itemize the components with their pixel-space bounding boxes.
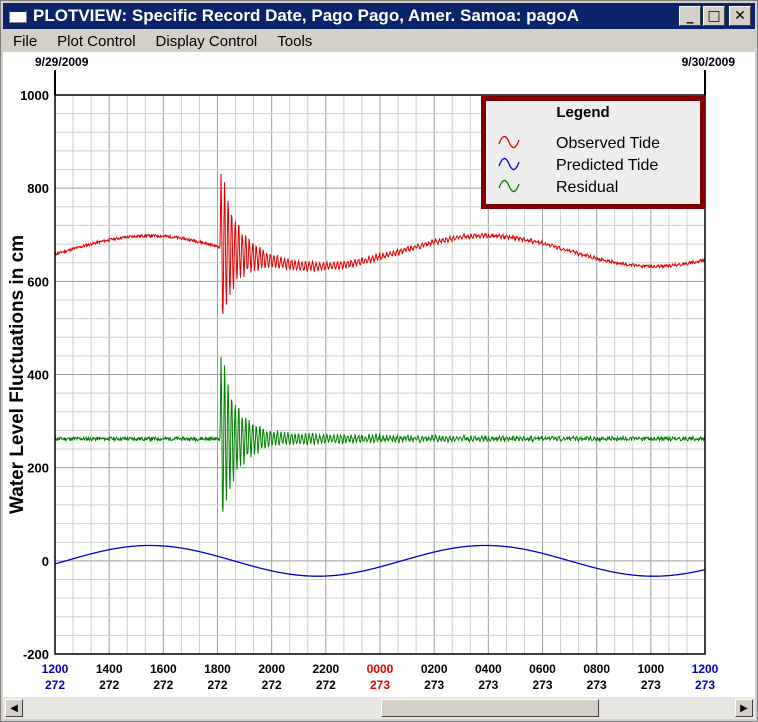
menu-plot-control[interactable]: Plot Control bbox=[57, 32, 136, 50]
y-tick-label: 0 bbox=[42, 554, 49, 569]
x-tick-day: 273 bbox=[695, 678, 715, 692]
x-tick-time: 1000 bbox=[637, 662, 664, 676]
y-axis-label: Water Level Fluctuations in cm bbox=[7, 235, 28, 514]
x-tick-day: 273 bbox=[532, 678, 552, 692]
x-tick-day: 272 bbox=[99, 678, 119, 692]
x-tick-time: 0600 bbox=[529, 662, 556, 676]
legend-item-label: Predicted Tide bbox=[556, 157, 658, 174]
series-observed-tide bbox=[54, 173, 706, 315]
x-tick-time: 2200 bbox=[312, 662, 339, 676]
y-tick-label: 400 bbox=[27, 368, 49, 383]
plot-frame bbox=[54, 94, 706, 655]
x-tick-time: 2000 bbox=[258, 662, 285, 676]
x-tick-day: 273 bbox=[370, 678, 390, 692]
x-tick-time: 1600 bbox=[150, 662, 177, 676]
legend-item-label: Residual bbox=[556, 179, 618, 196]
minimize-button[interactable]: _ bbox=[679, 6, 701, 26]
plot-area[interactable]: 1000 800 600 400 200 0 -200 Water Level Fluctua… bbox=[3, 52, 755, 697]
close-button[interactable]: ✕ bbox=[729, 6, 751, 26]
horizontal-scrollbar[interactable]: ◀ ▶ bbox=[3, 697, 755, 719]
x-tick-day: 273 bbox=[478, 678, 498, 692]
x-tick-day: 273 bbox=[587, 678, 607, 692]
legend-swatch bbox=[498, 135, 520, 149]
end-date-label: 9/30/2009 bbox=[682, 55, 736, 69]
scroll-thumb[interactable] bbox=[381, 699, 599, 717]
window-title: PLOTVIEW: Specific Record Date, Pago Pag… bbox=[33, 6, 580, 25]
menu-bar: File Plot Control Display Control Tools bbox=[3, 30, 755, 52]
x-tick-time: 0400 bbox=[475, 662, 502, 676]
legend-swatch bbox=[498, 179, 520, 193]
title-bar[interactable]: PLOTVIEW: Specific Record Date, Pago Pag… bbox=[3, 3, 755, 29]
legend-swatch bbox=[498, 157, 520, 171]
chart-legend: Legend Observed Tide Predicted Tide Residua… bbox=[481, 96, 705, 209]
legend-item-label: Observed Tide bbox=[556, 135, 660, 152]
menu-file[interactable]: File bbox=[13, 32, 38, 50]
x-tick-day: 273 bbox=[641, 678, 661, 692]
y-tick-label: 200 bbox=[27, 461, 49, 476]
legend-title: Legend bbox=[556, 104, 609, 121]
y-tick-label: 1000 bbox=[20, 88, 49, 103]
x-tick-time: 1200 bbox=[692, 662, 719, 676]
x-tick-time: 1200 bbox=[42, 662, 69, 676]
x-tick-day: 272 bbox=[45, 678, 65, 692]
x-tick-day: 272 bbox=[153, 678, 173, 692]
x-tick-day: 273 bbox=[424, 678, 444, 692]
y-tick-label: 600 bbox=[27, 274, 49, 289]
x-tick-time: 1400 bbox=[96, 662, 123, 676]
x-tick-time: 0800 bbox=[583, 662, 610, 676]
x-tick-day: 272 bbox=[262, 678, 282, 692]
scroll-right-button[interactable]: ▶ bbox=[735, 699, 753, 717]
menu-display-control[interactable]: Display Control bbox=[155, 32, 258, 50]
series-residual bbox=[54, 356, 706, 512]
x-tick-time: 0200 bbox=[421, 662, 448, 676]
x-tick-day: 272 bbox=[316, 678, 336, 692]
menu-tools[interactable]: Tools bbox=[277, 32, 313, 50]
chart-series bbox=[54, 173, 706, 577]
window-icon bbox=[9, 9, 27, 23]
x-tick-time: 0000 bbox=[367, 662, 394, 676]
scroll-left-button[interactable]: ◀ bbox=[5, 699, 23, 717]
maximize-button[interactable]: □ bbox=[703, 6, 725, 26]
y-tick-label: 800 bbox=[27, 181, 49, 196]
legend-box bbox=[486, 101, 700, 204]
series-predicted-tide bbox=[54, 544, 706, 577]
y-tick-label: -200 bbox=[23, 647, 49, 662]
x-tick-day: 272 bbox=[207, 678, 227, 692]
x-tick-time: 1800 bbox=[204, 662, 231, 676]
start-date-label: 9/29/2009 bbox=[35, 55, 89, 69]
